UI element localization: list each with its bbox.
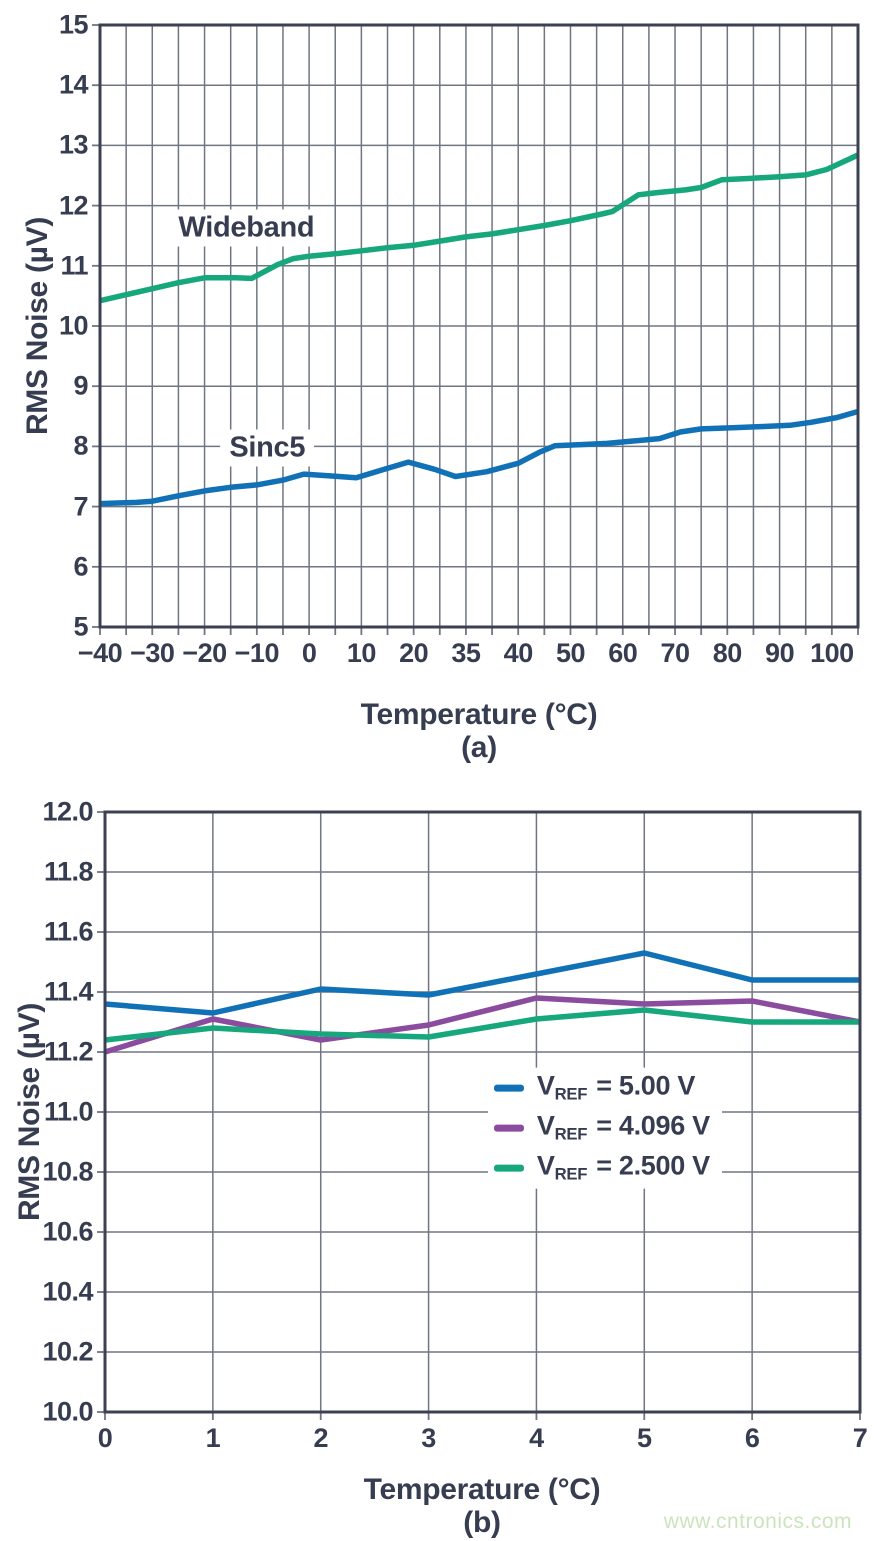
chart-a-panel-label: (a) — [461, 731, 497, 764]
chart-a-x-axis-title: Temperature (°C) — [360, 698, 598, 731]
chart-a-y-tick-label: 5 — [73, 611, 88, 642]
chart-a-y-tick-label: 14 — [58, 69, 89, 100]
chart-a-x-tick-label: −20 — [182, 638, 227, 668]
series-label-sinc5: Sinc5 — [220, 429, 315, 467]
chart-b-x-tick-label: 0 — [97, 1423, 113, 1453]
chart-b-y-tick-label: 10.4 — [42, 1276, 93, 1307]
chart-a-y-tick-label: 9 — [73, 370, 88, 401]
chart-b-y-tick-label: 10.2 — [42, 1336, 93, 1367]
chart-a-x-tick-label: 10 — [346, 638, 377, 668]
chart-a-y-tick-label: 13 — [58, 129, 89, 160]
chart-a-y-tick-label: 15 — [58, 9, 89, 40]
legend-item--4.096-v: VREF = 4.096 V — [487, 1107, 722, 1149]
legend-item--2.500-v: VREF = 2.500 V — [487, 1147, 722, 1189]
legend-swatch-blue — [493, 1084, 524, 1092]
grid-a — [100, 25, 858, 627]
series-line-sinc5 — [99, 408, 859, 507]
chart-a — [92, 23, 860, 635]
chart-b-y-tick-label: 11.8 — [43, 856, 94, 887]
chart-a-y-tick-label: 7 — [73, 491, 88, 522]
tick-marks-a — [92, 24, 859, 635]
chart-a-y-tick-label: 10 — [58, 310, 89, 341]
chart-a-x-tick-label: 70 — [660, 638, 691, 668]
chart-b-x-tick-label: 7 — [852, 1423, 868, 1453]
chart-b-y-tick-label: 11.0 — [43, 1096, 94, 1127]
chart-a-x-tick-label: −10 — [234, 638, 280, 668]
chart-b-y-axis-title: RMS Noise (µV) — [13, 1002, 46, 1222]
legend-label: VREF = 4.096 V — [536, 1110, 710, 1144]
chart-a-x-tick-label: 50 — [555, 638, 586, 668]
chart-a-x-tick-label: −40 — [77, 638, 123, 668]
chart-b-panel-label: (b) — [463, 1506, 501, 1539]
chart-b-x-axis-title: Temperature (°C) — [363, 1473, 601, 1506]
chart-a-x-tick-label: 20 — [399, 638, 429, 668]
series-line-vref-4-096-v — [104, 995, 861, 1055]
series-label-wideband: Wideband — [169, 209, 324, 247]
chart-a-x-tick-label: 80 — [712, 638, 743, 668]
chart-b-x-tick-label: 2 — [313, 1423, 328, 1453]
chart-a-y-tick-label: 6 — [73, 551, 88, 582]
chart-b-y-tick-label: 11.4 — [43, 976, 94, 1007]
tick-marks-b — [97, 811, 861, 1420]
chart-b-x-tick-label: 4 — [529, 1423, 544, 1453]
series-line-wideband — [99, 152, 859, 304]
chart-a-y-axis-title: RMS Noise (µV) — [21, 216, 54, 436]
chart-b-x-tick-label: 3 — [421, 1423, 436, 1453]
chart-a-x-tick-label: −30 — [130, 638, 175, 668]
legend-swatch-purple — [493, 1124, 524, 1132]
chart-a-x-tick-label: 0 — [301, 638, 317, 668]
plot-frame-a — [98, 23, 860, 629]
chart-a-x-tick-label: 60 — [608, 638, 638, 668]
chart-b-y-tick-label: 12.0 — [42, 796, 93, 827]
chart-b — [97, 810, 862, 1420]
chart-a-y-tick-label: 12 — [58, 190, 89, 221]
chart-b-y-tick-label: 11.6 — [43, 916, 94, 947]
legend-item--5.00-v: VREF = 5.00 V — [487, 1067, 708, 1109]
chart-a-x-tick-label: 90 — [765, 638, 795, 668]
series-line-vref-2-500-v — [104, 1007, 861, 1043]
chart-a-x-tick-label: 40 — [503, 638, 534, 668]
chart-a-x-tick-label: 35 — [451, 638, 481, 668]
chart-b-y-tick-label: 11.2 — [43, 1036, 94, 1067]
chart-b-y-tick-label: 10.6 — [42, 1216, 93, 1247]
chart-a-x-tick-label: 100 — [810, 638, 854, 668]
chart-b-x-tick-label: 6 — [744, 1423, 760, 1453]
plot-frame-b — [103, 810, 862, 1414]
legend-swatch-green — [493, 1164, 524, 1172]
chart-b-y-tick-label: 10.0 — [42, 1396, 93, 1427]
series-line-vref-5-00-v — [104, 950, 861, 1016]
chart-a-y-tick-label: 11 — [60, 250, 88, 281]
legend-label: VREF = 2.500 V — [536, 1150, 710, 1184]
chart-b-y-tick-label: 10.8 — [42, 1156, 93, 1187]
legend-label: VREF = 5.00 V — [536, 1070, 696, 1104]
watermark: www.cntronics.com — [663, 1510, 852, 1533]
chart-a-y-tick-label: 8 — [73, 430, 88, 461]
chart-b-x-tick-label: 1 — [205, 1423, 221, 1453]
chart-b-x-tick-label: 5 — [637, 1423, 652, 1453]
grid-b — [105, 812, 860, 1412]
